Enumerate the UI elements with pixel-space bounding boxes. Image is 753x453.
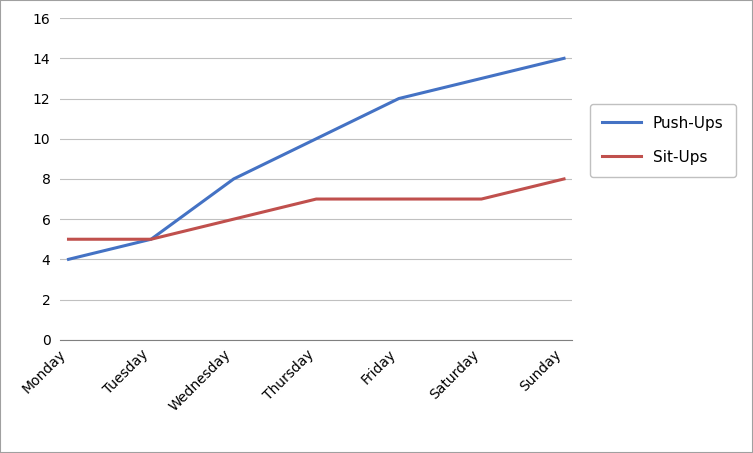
Push-Ups: [147, 236, 156, 242]
Push-Ups: [477, 76, 486, 81]
Line: Sit-Ups: Sit-Ups: [69, 179, 564, 239]
Push-Ups: [64, 256, 73, 262]
Line: Push-Ups: Push-Ups: [69, 58, 564, 259]
Sit-Ups: [395, 196, 404, 202]
Push-Ups: [229, 176, 238, 182]
Sit-Ups: [147, 236, 156, 242]
Sit-Ups: [559, 176, 569, 182]
Sit-Ups: [312, 196, 321, 202]
Push-Ups: [395, 96, 404, 101]
Push-Ups: [312, 136, 321, 141]
Legend: Push-Ups, Sit-Ups: Push-Ups, Sit-Ups: [590, 104, 736, 177]
Sit-Ups: [229, 217, 238, 222]
Sit-Ups: [477, 196, 486, 202]
Push-Ups: [559, 56, 569, 61]
Sit-Ups: [64, 236, 73, 242]
